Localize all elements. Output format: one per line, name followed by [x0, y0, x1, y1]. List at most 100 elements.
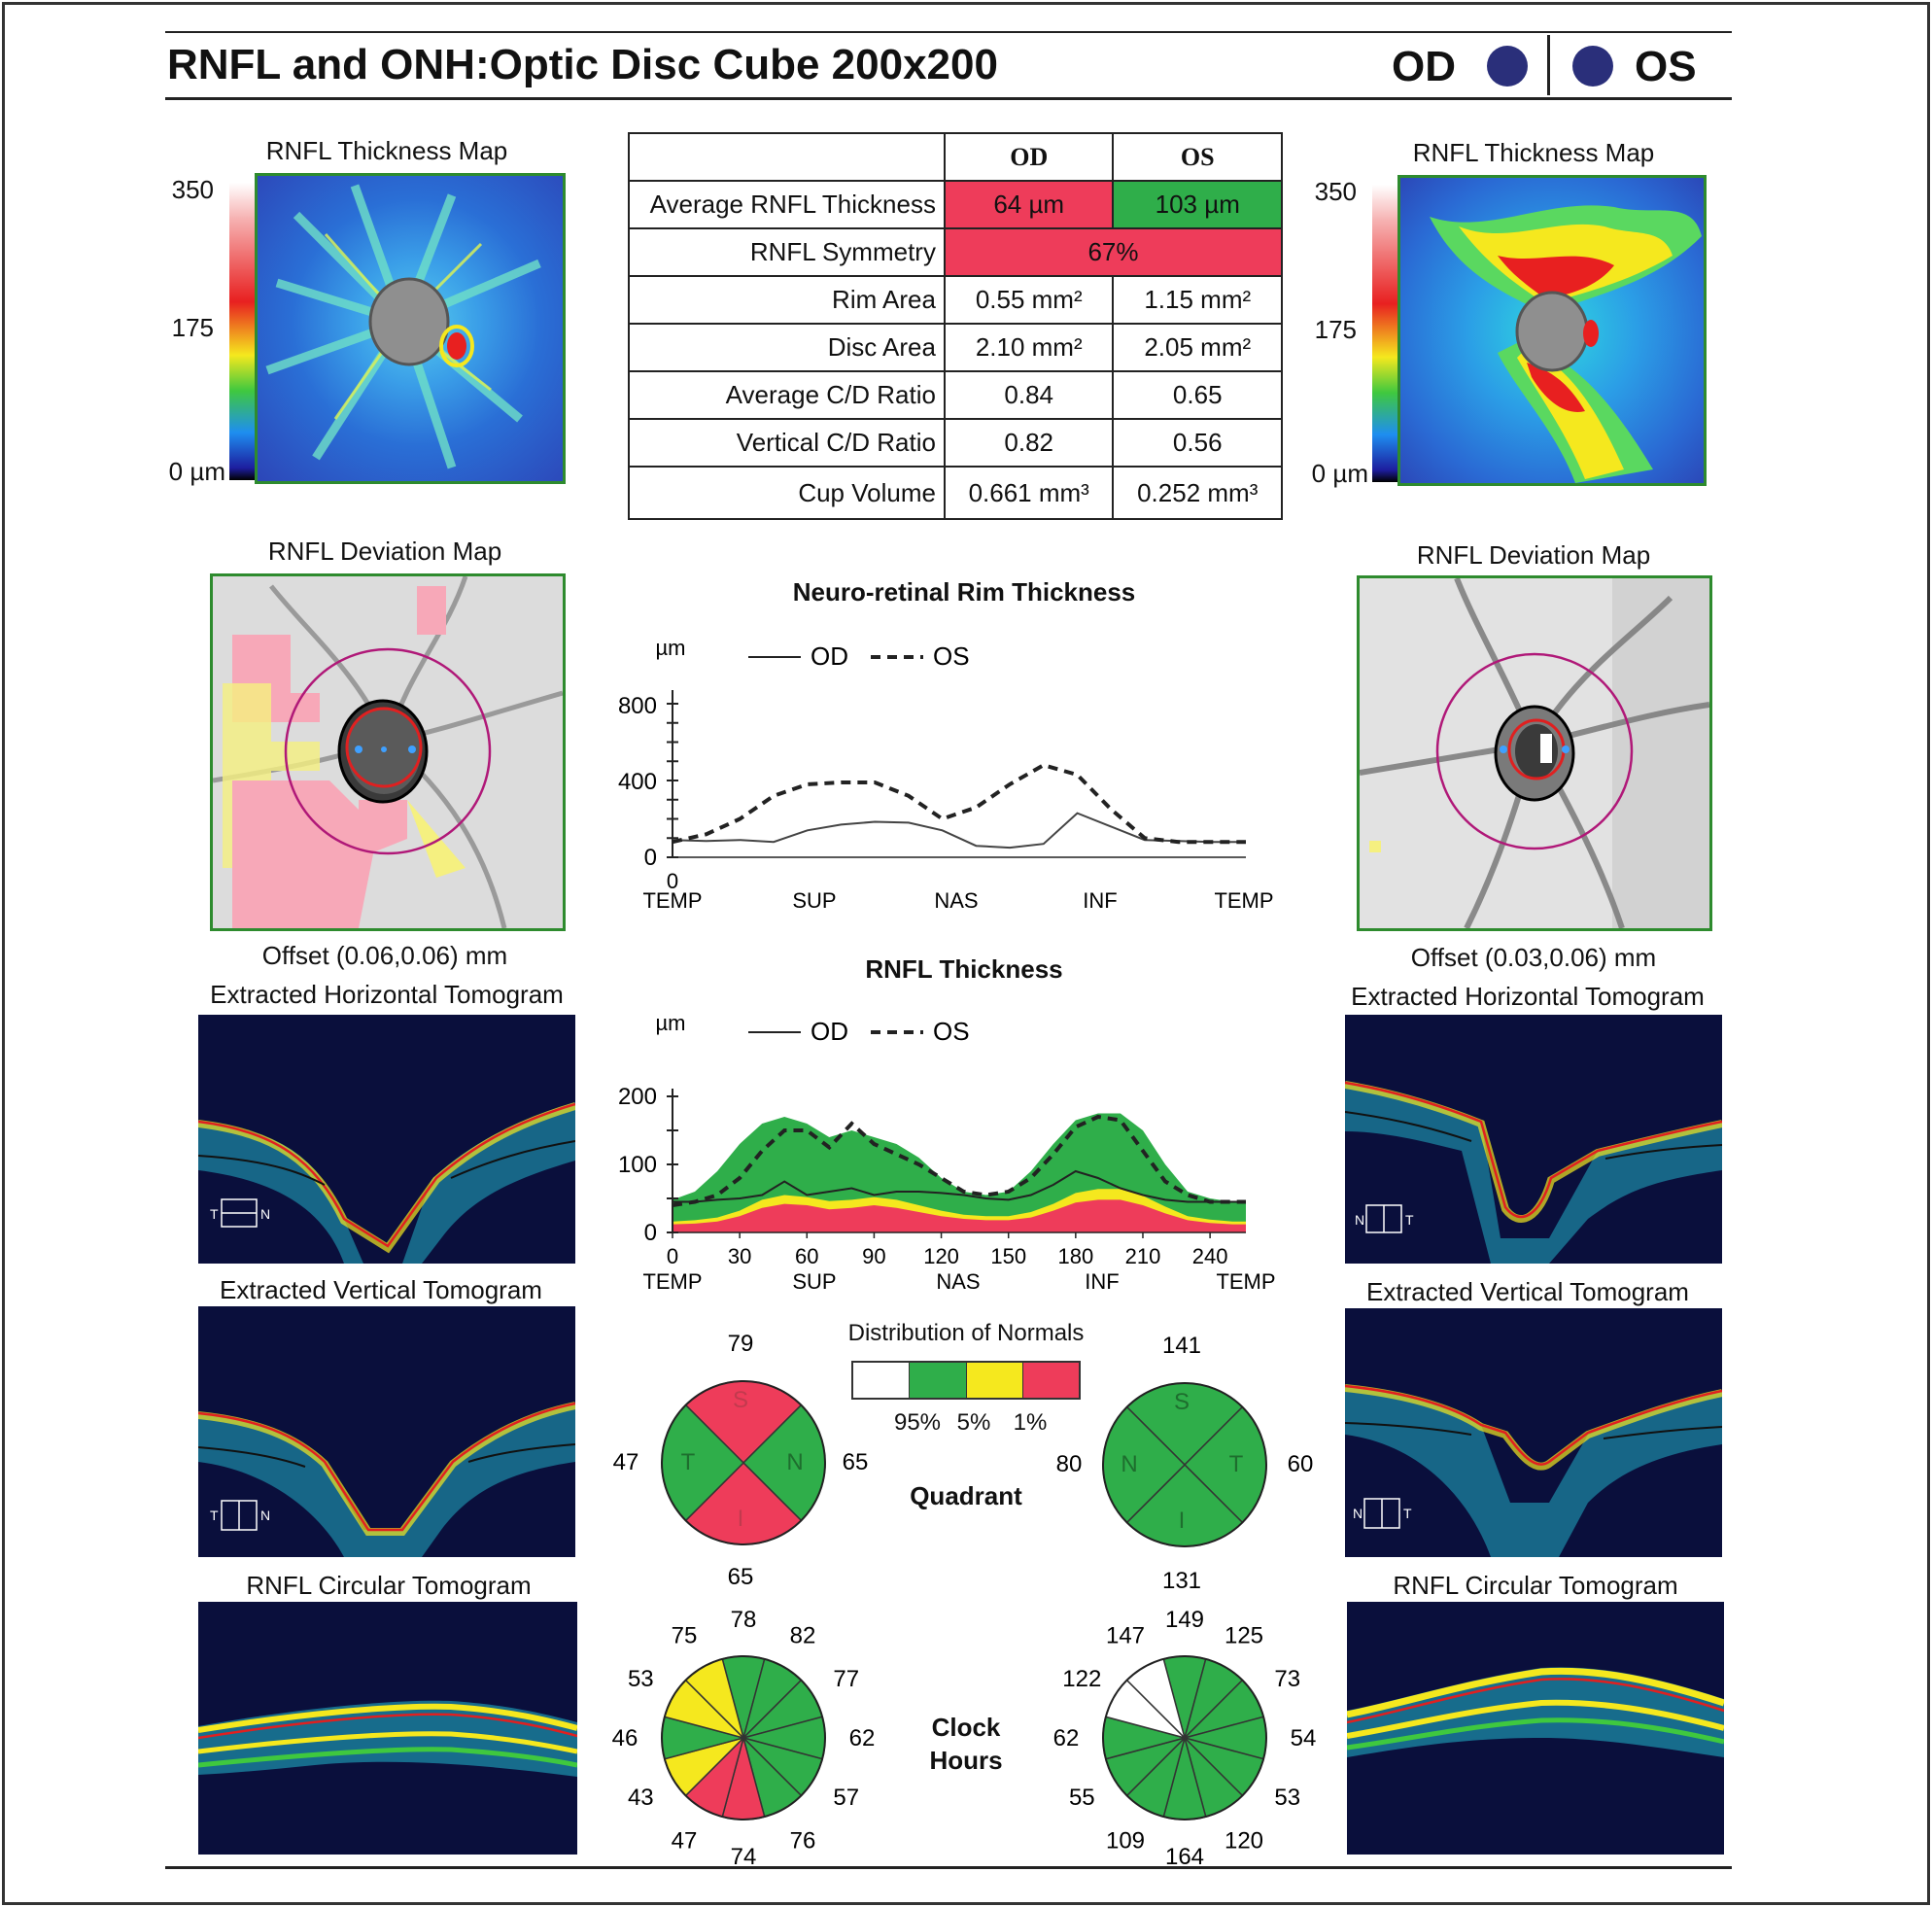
rnfl-xtick-label: 120: [923, 1244, 959, 1268]
rnfl-thickness-chart: µm OD OS 200 100 0 0 30 60 90 120 150 180 210 24…: [618, 1011, 1276, 1294]
od-circular-tomogram: [198, 1602, 577, 1855]
avg-rnfl-od: 64 µm: [943, 180, 1115, 229]
rnfl-xtick-label: 210: [1125, 1244, 1161, 1268]
rim-xtick-temp-end: TEMP: [1214, 888, 1273, 913]
os-v-tomo-n: N: [1353, 1506, 1363, 1521]
od-quadrant-value-t: 47: [613, 1449, 639, 1475]
od-vertical-tomogram-art: T N: [198, 1402, 575, 1557]
os-deviation-map-title: RNFL Deviation Map: [1416, 540, 1651, 570]
legend-label-1: 1%: [1013, 1409, 1048, 1436]
rim-area-os: 1.15 mm²: [1112, 275, 1283, 325]
os-clock-value: 164: [1165, 1844, 1204, 1870]
header-bottom-rule: [165, 97, 1732, 100]
rnfl-od-series: [673, 1169, 1246, 1203]
os-scale-bottom: 0 µm: [1311, 459, 1368, 488]
od-clock-value: 47: [672, 1828, 698, 1855]
table-row: Rim Area 0.55 mm² 1.15 mm²: [628, 275, 1283, 325]
report-title: RNFL and ONH:Optic Disc Cube 200x200: [167, 41, 998, 88]
os-h-tomo-n: N: [1355, 1212, 1364, 1228]
os-circular-tomogram: [1347, 1602, 1724, 1855]
os-horizontal-tomogram-title: Extracted Horizontal Tomogram: [1351, 982, 1705, 1011]
od-thickness-map-art: [265, 184, 541, 469]
legend-swatch-1: [1022, 1363, 1079, 1398]
os-clock-value: 147: [1106, 1622, 1145, 1648]
os-thickness-map-title: RNFL Thickness Map: [1412, 138, 1655, 167]
od-circular-tomogram-title: RNFL Circular Tomogram: [246, 1571, 532, 1600]
rnfl-x-ticks: 0 30 60 90 120 150 180 210 240: [667, 1095, 1227, 1268]
rnfl-xregion-inf: INF: [1085, 1269, 1119, 1294]
quadrant-title: Quadrant: [910, 1481, 1022, 1510]
legend-swatch-normal-high: [853, 1363, 911, 1398]
rim-xtick-inf: INF: [1083, 888, 1117, 913]
disc-area-os: 2.05 mm²: [1112, 323, 1283, 372]
os-quadrant-chart: S T I N 141 60 131 80: [1056, 1333, 1314, 1594]
os-deviation-map: [1357, 575, 1712, 931]
table-row: Average C/D Ratio 0.84 0.65: [628, 370, 1283, 420]
od-dot-icon: [1487, 46, 1528, 87]
rim-ytick-400: 400: [618, 769, 657, 795]
legend-swatch-5: [966, 1363, 1023, 1398]
rnfl-xregion-temp-end: TEMP: [1216, 1269, 1275, 1294]
od-quadrant-value-n: 65: [843, 1449, 869, 1475]
os-clock-value: 125: [1225, 1622, 1263, 1648]
os-clock-value: 122: [1062, 1666, 1101, 1692]
rnfl-legend-os: OS: [933, 1017, 970, 1046]
os-thickness-map-art: [1430, 205, 1702, 483]
od-deviation-map: [210, 573, 566, 931]
cup-volume-os: 0.252 mm³: [1112, 466, 1283, 520]
os-quadrant-value-t: 60: [1288, 1451, 1314, 1477]
avg-cd-ratio-os: 0.65: [1112, 370, 1283, 420]
rim-thickness-chart: µm OD OS 800 400 0 0 TEMP SUP NAS INF TE…: [618, 636, 1274, 913]
os-offset: Offset (0.03,0.06) mm: [1410, 943, 1657, 972]
od-quadrant-letter-t: T: [681, 1449, 696, 1475]
od-h-tomo-t: T: [210, 1206, 219, 1222]
od-clock-outline: [661, 1655, 826, 1820]
row-label: Average RNFL Thickness: [628, 180, 946, 229]
row-label: Vertical C/D Ratio: [628, 418, 946, 468]
os-dot-icon: [1572, 46, 1613, 87]
rim-od-series: [672, 812, 1246, 849]
os-vertical-tomogram-title: Extracted Vertical Tomogram: [1366, 1277, 1689, 1306]
od-quadrant-outline: [661, 1380, 826, 1545]
legend-label-5: 5%: [956, 1409, 991, 1436]
rnfl-xtick-label: 180: [1057, 1244, 1093, 1268]
table-header-os: OS: [1112, 132, 1283, 182]
rim-xtick-0: 0: [667, 869, 678, 893]
row-label: RNFL Symmetry: [628, 227, 946, 277]
rnfl-chart-title: RNFL Thickness: [865, 954, 1063, 984]
os-quadrant-value-i: 131: [1162, 1568, 1201, 1594]
od-scale-mid: 175: [171, 313, 214, 342]
od-clock-value: 43: [628, 1785, 654, 1811]
table-row: RNFL Symmetry 67%: [628, 227, 1284, 277]
od-clock-value: 82: [790, 1622, 816, 1648]
rnfl-xregion-temp: TEMP: [642, 1269, 702, 1294]
od-clock-hours-chart: 78 82 77 62 57 76 74 47 43 46 53 75: [612, 1607, 876, 1870]
od-deviation-map-title: RNFL Deviation Map: [267, 537, 502, 566]
os-h-tomo-t: T: [1405, 1212, 1414, 1228]
od-color-scale: [229, 183, 255, 480]
od-deviation-map-art: [213, 576, 563, 928]
od-quadrant-letter-s: S: [733, 1387, 748, 1413]
os-clock-value: 54: [1291, 1725, 1317, 1751]
od-clock-value: 77: [833, 1666, 859, 1692]
os-v-tomo-t: T: [1403, 1506, 1412, 1521]
od-clock-value: 57: [833, 1785, 859, 1811]
od-clock-value: 75: [672, 1622, 698, 1648]
od-v-tomo-t: T: [210, 1508, 219, 1523]
legend-label-95: 95%: [893, 1409, 942, 1436]
os-clock-value: 62: [1053, 1725, 1080, 1751]
od-thickness-map: [255, 173, 566, 484]
os-quadrant-letter-s: S: [1174, 1389, 1190, 1415]
os-quadrant-value-n: 80: [1056, 1451, 1083, 1477]
cup-volume-od: 0.661 mm³: [943, 466, 1115, 520]
rnfl-xtick-label: 30: [728, 1244, 751, 1268]
os-color-scale: [1372, 185, 1397, 482]
os-scale-top: 350: [1314, 177, 1357, 206]
od-horizontal-tomogram-title: Extracted Horizontal Tomogram: [210, 980, 564, 1009]
rim-xtick-nas: NAS: [934, 888, 978, 913]
os-clock-value: 55: [1069, 1785, 1095, 1811]
